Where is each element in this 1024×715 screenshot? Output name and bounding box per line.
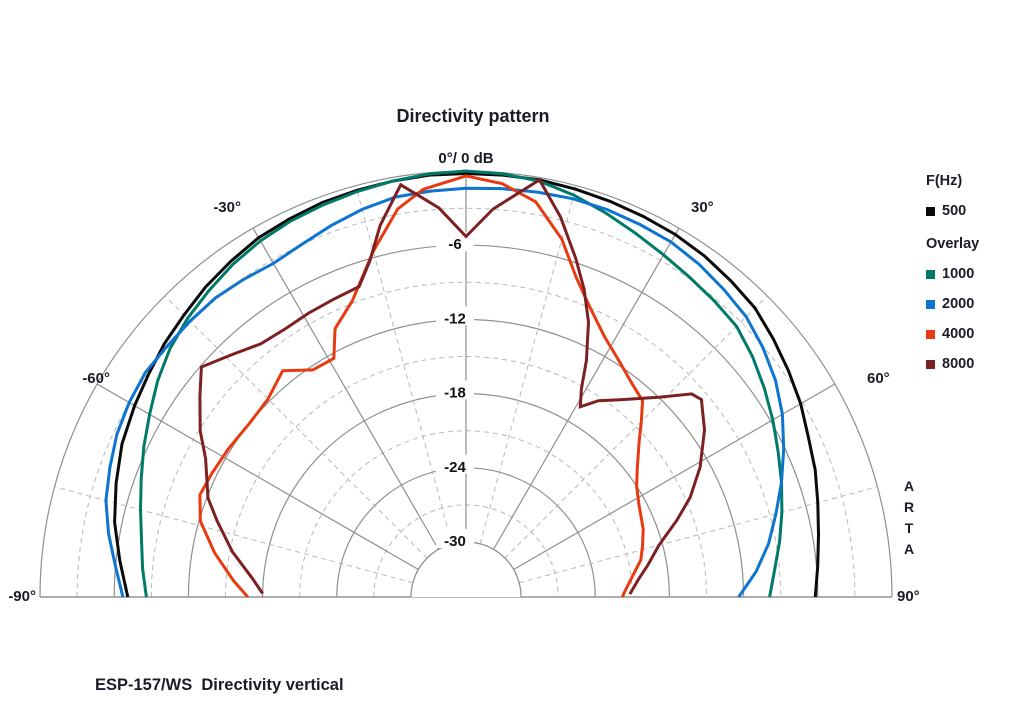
db-label--12: -12 — [444, 310, 466, 327]
db-label-bg--30 — [436, 529, 474, 548]
legend-heading-fhz: F(Hz) — [926, 173, 963, 189]
series-1000 — [138, 169, 784, 598]
legend-label-2000: 2000 — [942, 296, 975, 312]
db-label-bg--12 — [436, 306, 474, 326]
series-500 — [113, 171, 821, 598]
chart-caption: ESP-157/WS Directivity vertical — [95, 676, 344, 694]
grid-radial-30 — [492, 227, 680, 550]
series-2000 — [104, 186, 786, 598]
grid-radial-60 — [513, 383, 836, 571]
db-label-bg--24 — [436, 454, 474, 474]
legend-item-4000: 4000 — [926, 319, 1022, 349]
angle-label-0: 0°/ 0 dB — [438, 150, 493, 167]
db-label--24: -24 — [444, 459, 466, 476]
grid-radial-dashed-15 — [479, 185, 577, 545]
grid-radial-dashed-45 — [504, 295, 768, 559]
arta-watermark: ARTA — [901, 478, 917, 562]
db-label--18: -18 — [444, 385, 466, 402]
grid-radial-dashed--45 — [164, 295, 428, 559]
grid-radial-dashed--15 — [355, 185, 453, 545]
legend-swatch-1000 — [926, 269, 935, 279]
angle-label-60: 60° — [867, 370, 890, 387]
legend-swatch-2000 — [926, 299, 935, 309]
legend-swatch-8000 — [926, 359, 935, 369]
grid-ring-dashed--9 — [150, 281, 782, 598]
legend-swatch-4000 — [926, 329, 935, 339]
db-label--6: -6 — [448, 236, 461, 253]
db-label--30: -30 — [444, 533, 466, 550]
chart-title: Directivity pattern — [396, 106, 550, 126]
legend-label-4000: 4000 — [942, 326, 975, 342]
legend-label-1000: 1000 — [942, 266, 975, 282]
angle-label--90: -90° — [8, 588, 36, 605]
angle-label--60: -60° — [82, 370, 110, 387]
legend-swatch-500 — [926, 206, 935, 216]
grid-radial--30 — [252, 227, 440, 550]
legend-item-2000: 2000 — [926, 289, 1022, 319]
grid-ring-dashed--15 — [225, 356, 707, 598]
legend-item-500: 500 — [926, 196, 1022, 226]
series-4000 — [198, 174, 645, 598]
legend-item-1000: 1000 — [926, 259, 1022, 289]
legend-label-8000: 8000 — [942, 356, 975, 372]
angle-label-90: 90° — [897, 588, 920, 605]
angle-label-30: 30° — [691, 199, 714, 216]
legend-heading-overlay: Overlay — [926, 236, 980, 252]
legend-label-500: 500 — [942, 203, 967, 219]
db-label-bg--18 — [436, 380, 474, 400]
inner-hole — [410, 541, 522, 598]
series-8000 — [198, 177, 707, 595]
angle-label--30: -30° — [213, 199, 241, 216]
legend-item-8000: 8000 — [926, 349, 1022, 379]
legend: F(Hz) 500 Overlay 1000 2000 4000 8000 — [926, 166, 1022, 379]
